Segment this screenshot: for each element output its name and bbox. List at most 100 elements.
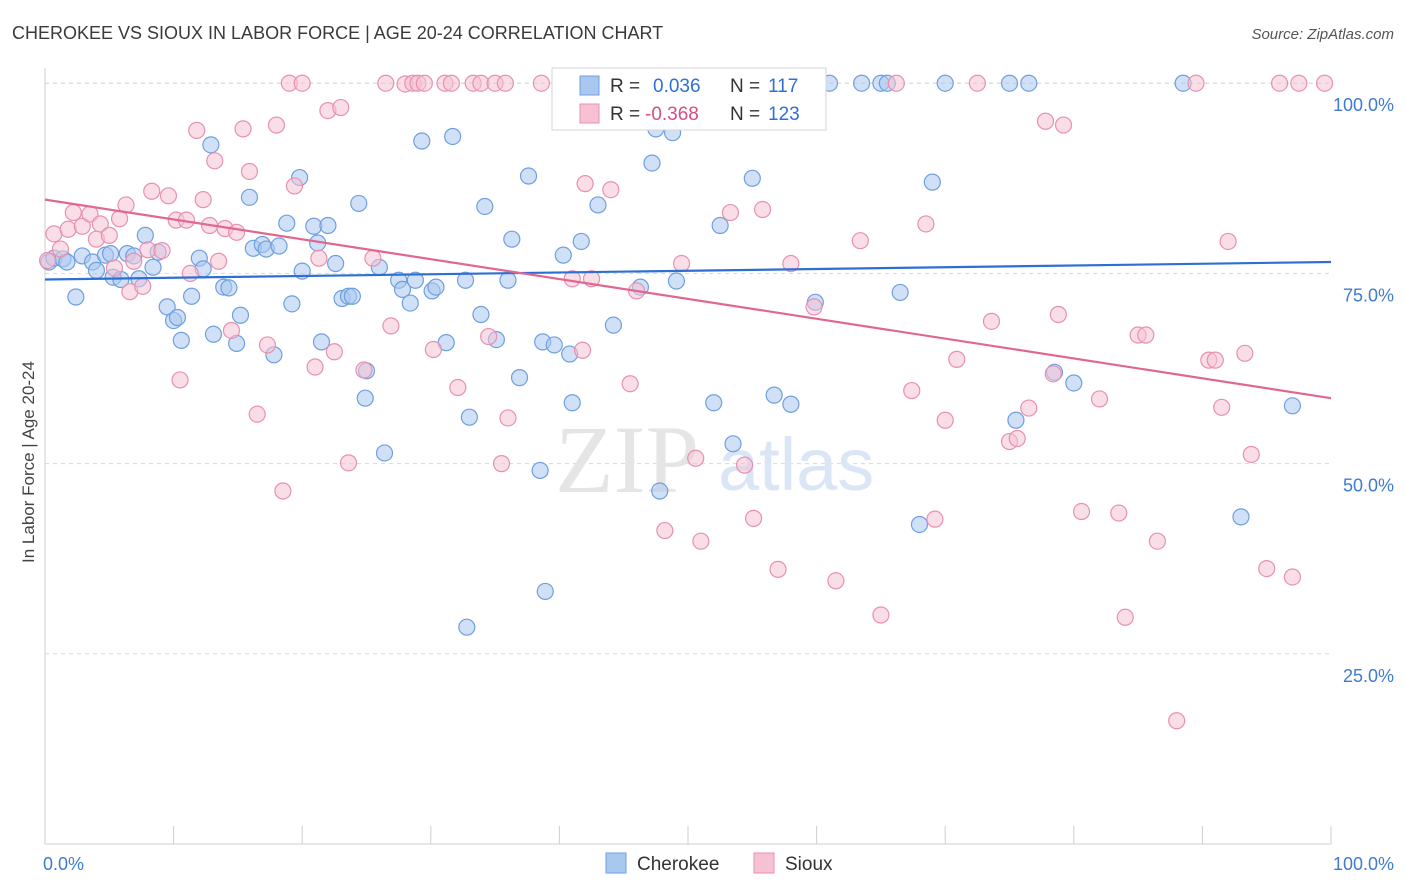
cherokee-point-88	[651, 482, 669, 500]
sioux-point-10	[105, 259, 124, 277]
sioux-point-28	[210, 252, 228, 270]
cherokee-point-65	[460, 408, 478, 426]
x-tick-label-min: 0.0%	[43, 854, 84, 874]
cherokee-r-label: R =	[610, 76, 640, 97]
cherokee-point-64	[458, 618, 476, 636]
sioux-point-100	[982, 312, 1001, 330]
cherokee-point-44	[319, 216, 337, 235]
sioux-point-1	[45, 225, 63, 243]
sioux-point-27	[206, 152, 224, 170]
sioux-point-42	[310, 249, 328, 267]
cherokee-point-21	[172, 331, 190, 349]
sioux-point-86	[753, 200, 772, 219]
sioux-point-30	[222, 321, 241, 340]
cherokee-n-value: 117	[768, 76, 798, 97]
cherokee-point-31	[240, 188, 259, 206]
cherokee-point-82	[604, 316, 623, 334]
sioux-point-34	[248, 405, 266, 423]
sioux-point-50	[382, 317, 400, 335]
cherokee-n-label: N =	[730, 76, 760, 97]
cherokee-point-45	[327, 254, 345, 273]
cherokee-point-93	[711, 216, 729, 235]
cherokee-point-70	[503, 230, 521, 248]
y-tick-label-3: 100.0%	[1333, 95, 1394, 115]
sioux-point-61	[480, 327, 498, 346]
cherokee-point-104	[853, 74, 871, 92]
sioux-point-124	[1270, 74, 1289, 92]
sioux-point-99	[968, 74, 986, 92]
sioux-point-121	[1236, 344, 1254, 362]
sioux-point-39	[285, 177, 304, 195]
sioux-point-113	[1137, 326, 1155, 344]
cherokee-point-60	[427, 278, 445, 296]
cherokee-point-111	[1000, 74, 1019, 92]
cherokee-point-115	[1065, 374, 1083, 392]
sioux-point-25	[194, 191, 212, 209]
sioux-point-94	[903, 381, 921, 400]
sioux-point-24	[188, 121, 206, 139]
y-axis-label: In Labor Force | Age 20-24	[19, 361, 38, 563]
cherokee-point-86	[643, 154, 661, 172]
cherokee-trend-line	[44, 260, 1332, 281]
cherokee-point-113	[1020, 74, 1038, 92]
cherokee-point-53	[375, 444, 394, 462]
watermark: ZIP atlas	[555, 406, 874, 513]
cherokee-point-77	[554, 246, 572, 264]
sioux-r-label: R =	[610, 104, 640, 125]
sioux-point-15	[134, 277, 152, 295]
sioux-point-41	[306, 358, 324, 376]
sioux-point-33	[240, 162, 259, 181]
bottom-legend-cherokee-label: Cherokee	[637, 854, 719, 875]
sioux-point-123	[1258, 559, 1276, 578]
sioux-point-66	[532, 74, 550, 92]
cherokee-point-94	[724, 435, 742, 453]
sioux-point-111	[1116, 608, 1134, 626]
sioux-n-value: 123	[768, 104, 800, 125]
cherokee-point-76	[545, 336, 563, 354]
sioux-point-89	[805, 298, 823, 316]
cherokee-points	[40, 74, 1302, 636]
cherokee-point-118	[1283, 397, 1302, 415]
sioux-point-36	[267, 116, 286, 134]
sioux-point-85	[744, 509, 763, 527]
cherokee-point-20	[168, 308, 187, 327]
bottom-legend-cherokee-swatch	[605, 852, 627, 874]
cherokee-point-22	[183, 287, 201, 305]
cherokee-point-51	[356, 389, 374, 407]
cherokee-point-56	[401, 294, 419, 312]
cherokee-point-72	[519, 167, 538, 185]
sioux-point-65	[499, 409, 517, 427]
cherokee-point-98	[765, 386, 783, 404]
sioux-point-102	[1008, 429, 1026, 448]
sioux-point-58	[449, 378, 467, 397]
sioux-point-87	[769, 560, 787, 578]
cherokee-point-96	[743, 169, 761, 187]
bottom-legend-sioux-label: Sioux	[785, 854, 833, 875]
cherokee-point-63	[456, 271, 475, 289]
sioux-point-4	[64, 203, 82, 222]
cherokee-point-107	[891, 283, 909, 302]
sioux-point-127	[1315, 74, 1334, 92]
y-axis-tick-labels: 25.0% 50.0% 75.0% 100.0%	[1333, 95, 1394, 686]
cherokee-point-36	[270, 237, 288, 255]
sioux-point-88	[782, 254, 800, 273]
sioux-point-37	[274, 482, 292, 500]
sioux-point-97	[936, 411, 954, 429]
cherokee-point-108	[910, 515, 929, 534]
cherokee-point-109	[923, 173, 941, 191]
sioux-point-119	[1213, 398, 1231, 416]
sioux-r-value: -0.368	[645, 104, 699, 125]
sioux-point-118	[1206, 351, 1224, 369]
x-axis-ticks	[44, 826, 1332, 844]
cherokee-point-90	[667, 272, 686, 290]
sioux-point-125	[1283, 568, 1302, 586]
cherokee-point-43	[312, 333, 331, 351]
sioux-points	[38, 74, 1334, 730]
sioux-point-3	[59, 220, 77, 238]
sioux-point-115	[1168, 712, 1186, 730]
cherokee-point-30	[231, 306, 250, 324]
cherokee-point-25	[202, 136, 220, 154]
stats-legend: R = 0.036 N = 117 R = -0.368 N = 123	[551, 67, 827, 131]
sioux-point-73	[602, 181, 620, 199]
sioux-point-55	[424, 340, 442, 359]
